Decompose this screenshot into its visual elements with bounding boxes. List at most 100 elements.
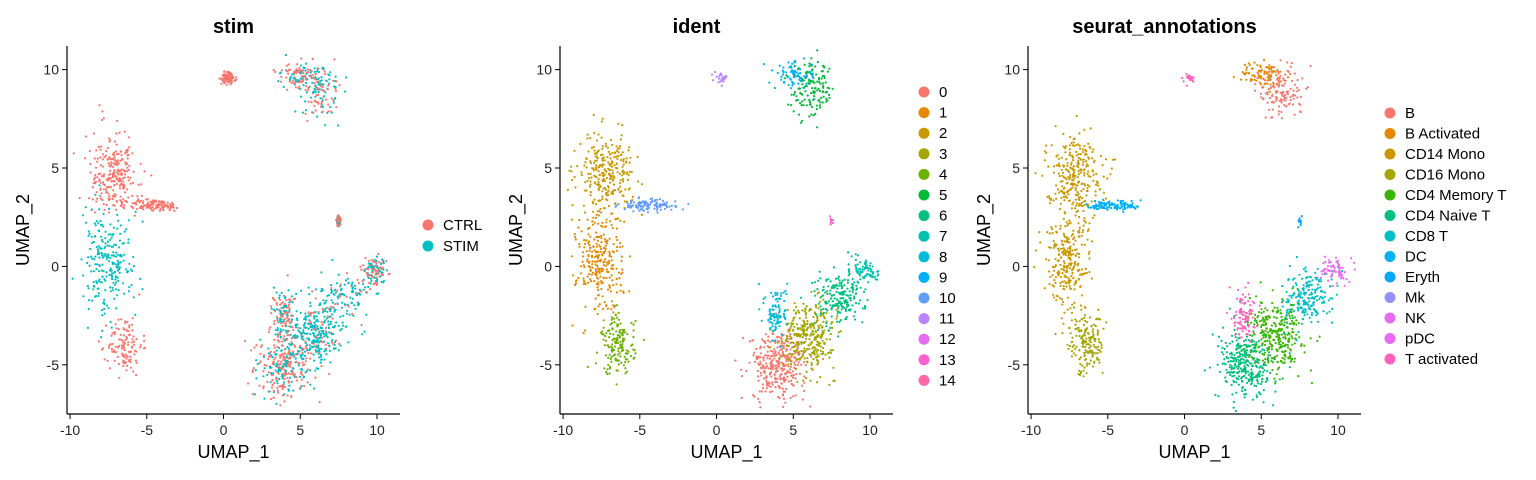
data-point [115,143,118,146]
data-point [295,68,298,71]
data-point [861,307,864,310]
data-point [317,67,320,70]
data-point [790,93,793,96]
data-point [1064,151,1067,154]
data-point [622,340,625,343]
data-point [1071,271,1074,275]
data-point [372,283,375,286]
data-point [310,329,313,332]
data-point [571,324,574,327]
data-point [292,298,295,301]
data-point [1083,145,1086,148]
data-point [323,315,326,318]
data-point [295,70,298,73]
data-point [130,205,133,208]
data-point [615,249,619,252]
data-point [341,321,344,324]
data-point [759,371,762,374]
data-point [125,328,128,331]
data-point [1263,83,1266,86]
data-point [823,75,826,78]
data-point [619,242,622,245]
data-point [847,270,851,273]
data-point [123,204,126,207]
data-point [610,318,613,321]
data-point [274,309,277,313]
data-point [290,380,293,383]
data-point [320,355,323,358]
data-point [118,266,121,269]
data-point [125,170,128,173]
data-point [338,293,341,297]
data-point [302,78,305,81]
data-point [114,194,117,198]
data-point [593,280,596,283]
data-point [780,340,784,343]
data-point [615,383,618,386]
data-point [331,301,334,304]
data-point [776,361,779,364]
data-point [801,100,804,103]
data-point [863,262,867,265]
data-point [815,313,818,316]
data-point [817,87,820,90]
data-point [632,329,635,332]
data-point [310,311,313,314]
data-point [666,206,669,209]
data-point [594,263,597,266]
data-point [276,389,279,392]
data-point [640,207,644,210]
data-point [351,312,354,315]
data-point [823,76,826,80]
data-point [821,330,824,333]
data-point [117,318,120,321]
data-point [161,202,164,205]
data-point [571,204,574,207]
data-point [272,360,275,364]
data-point [119,172,122,175]
data-point [812,315,815,319]
data-point [601,295,604,298]
data-point [810,91,813,95]
data-point [651,199,654,202]
data-point [760,319,763,322]
data-point [313,359,316,362]
data-point [1281,84,1284,87]
data-point [783,342,786,345]
data-point [1059,189,1062,192]
data-point [623,208,627,211]
data-point [858,299,862,302]
data-point [600,136,603,139]
data-point [792,70,795,73]
data-point [649,201,653,204]
data-point [603,301,607,304]
data-point [1088,185,1091,188]
data-point [624,367,627,370]
data-point [843,278,846,281]
legend-swatch [422,219,434,231]
data-point [849,299,852,302]
data-point [616,245,619,249]
data-point [802,329,805,332]
data-point [597,133,600,136]
data-point [292,82,295,85]
data-point [109,290,112,293]
data-point [120,182,123,185]
data-point [116,161,119,164]
data-point [566,188,570,191]
data-point [102,301,105,304]
data-point [299,87,302,90]
data-point [598,210,601,213]
data-point [1269,86,1273,89]
data-point [289,360,293,364]
data-point [101,110,104,113]
data-point [295,310,298,313]
data-point [300,57,303,60]
data-point [143,339,146,342]
data-point [588,244,591,247]
data-point [800,104,803,107]
data-point [616,316,619,319]
data-point [793,64,796,67]
data-point [113,243,116,246]
data-point [822,285,825,289]
